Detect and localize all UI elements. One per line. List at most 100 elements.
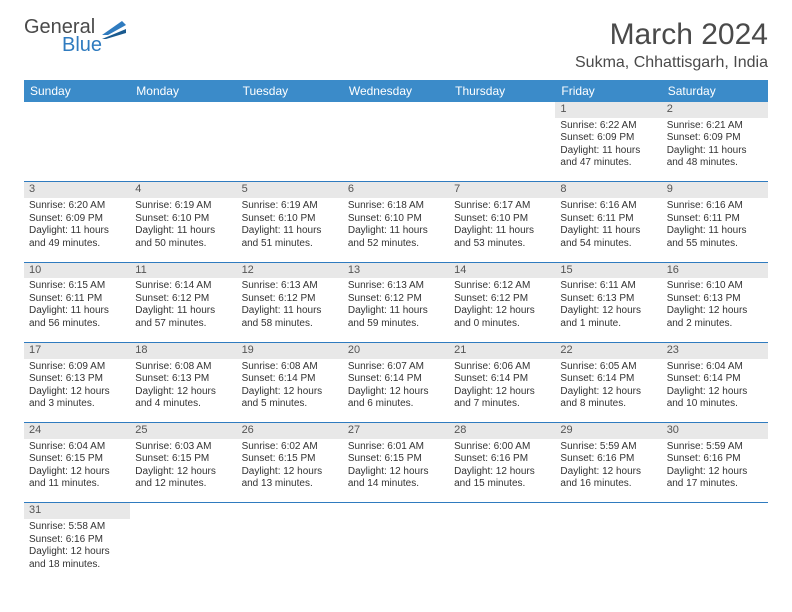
day-number-cell: 27: [343, 423, 449, 439]
sunset-line: Sunset: 6:12 PM: [348, 293, 444, 306]
day-header: Saturday: [662, 80, 768, 102]
day-number-cell: [343, 503, 449, 519]
month-title: March 2024: [575, 18, 768, 52]
day-header-row: SundayMondayTuesdayWednesdayThursdayFrid…: [24, 80, 768, 102]
day-number-cell: 17: [24, 342, 130, 358]
sunrise-line: Sunrise: 6:16 AM: [667, 200, 763, 213]
day-detail-cell: Sunrise: 6:08 AMSunset: 6:13 PMDaylight:…: [130, 359, 236, 423]
daylight-line: Daylight: 12 hours and 12 minutes.: [135, 466, 231, 491]
cell-content: Sunrise: 6:22 AMSunset: 6:09 PMDaylight:…: [560, 120, 656, 170]
cell-content: Sunrise: 6:10 AMSunset: 6:13 PMDaylight:…: [667, 280, 763, 330]
daylight-line: Daylight: 11 hours and 54 minutes.: [560, 225, 656, 250]
daylight-line: Daylight: 12 hours and 6 minutes.: [348, 386, 444, 411]
daylight-line: Daylight: 11 hours and 47 minutes.: [560, 145, 656, 170]
day-number-cell: [662, 503, 768, 519]
day-detail-cell: Sunrise: 6:13 AMSunset: 6:12 PMDaylight:…: [343, 278, 449, 342]
cell-content: Sunrise: 6:14 AMSunset: 6:12 PMDaylight:…: [135, 280, 231, 330]
day-number-cell: [343, 102, 449, 118]
cell-content: Sunrise: 6:02 AMSunset: 6:15 PMDaylight:…: [242, 441, 338, 491]
day-number-cell: 22: [555, 342, 661, 358]
sunrise-line: Sunrise: 6:18 AM: [348, 200, 444, 213]
sunset-line: Sunset: 6:15 PM: [242, 453, 338, 466]
day-detail-cell: Sunrise: 6:11 AMSunset: 6:13 PMDaylight:…: [555, 278, 661, 342]
sunset-line: Sunset: 6:13 PM: [667, 293, 763, 306]
sunrise-line: Sunrise: 6:20 AM: [29, 200, 125, 213]
day-number-cell: 31: [24, 503, 130, 519]
day-number-cell: [237, 102, 343, 118]
sunrise-line: Sunrise: 6:19 AM: [135, 200, 231, 213]
day-detail-cell: Sunrise: 6:07 AMSunset: 6:14 PMDaylight:…: [343, 359, 449, 423]
day-detail-cell: Sunrise: 6:02 AMSunset: 6:15 PMDaylight:…: [237, 439, 343, 503]
sunset-line: Sunset: 6:14 PM: [242, 373, 338, 386]
daylight-line: Daylight: 12 hours and 3 minutes.: [29, 386, 125, 411]
sunrise-line: Sunrise: 5:59 AM: [560, 441, 656, 454]
daylight-line: Daylight: 11 hours and 58 minutes.: [242, 305, 338, 330]
day-detail-cell: Sunrise: 6:17 AMSunset: 6:10 PMDaylight:…: [449, 198, 555, 262]
day-detail-cell: [343, 118, 449, 182]
day-detail-cell: [449, 118, 555, 182]
sunrise-line: Sunrise: 6:21 AM: [667, 120, 763, 133]
title-block: March 2024 Sukma, Chhattisgarh, India: [575, 18, 768, 72]
cell-content: Sunrise: 6:04 AMSunset: 6:15 PMDaylight:…: [29, 441, 125, 491]
daynum-row: 10111213141516: [24, 262, 768, 278]
day-header: Sunday: [24, 80, 130, 102]
day-number-cell: 7: [449, 182, 555, 198]
daylight-line: Daylight: 12 hours and 16 minutes.: [560, 466, 656, 491]
sunrise-line: Sunrise: 6:10 AM: [667, 280, 763, 293]
day-number-cell: 18: [130, 342, 236, 358]
cell-content: Sunrise: 5:59 AMSunset: 6:16 PMDaylight:…: [560, 441, 656, 491]
day-number-cell: 19: [237, 342, 343, 358]
cell-content: Sunrise: 5:59 AMSunset: 6:16 PMDaylight:…: [667, 441, 763, 491]
detail-row: Sunrise: 6:22 AMSunset: 6:09 PMDaylight:…: [24, 118, 768, 182]
cell-content: Sunrise: 6:19 AMSunset: 6:10 PMDaylight:…: [242, 200, 338, 250]
sunrise-line: Sunrise: 6:15 AM: [29, 280, 125, 293]
day-detail-cell: Sunrise: 6:14 AMSunset: 6:12 PMDaylight:…: [130, 278, 236, 342]
day-number-cell: 16: [662, 262, 768, 278]
day-number-cell: 20: [343, 342, 449, 358]
sunrise-line: Sunrise: 6:00 AM: [454, 441, 550, 454]
sunset-line: Sunset: 6:13 PM: [135, 373, 231, 386]
day-number-cell: 28: [449, 423, 555, 439]
day-number-cell: 13: [343, 262, 449, 278]
day-number-cell: 30: [662, 423, 768, 439]
day-number-cell: 23: [662, 342, 768, 358]
day-number-cell: 3: [24, 182, 130, 198]
page-header: General Blue March 2024 Sukma, Chhattisg…: [24, 18, 768, 72]
cell-content: Sunrise: 6:20 AMSunset: 6:09 PMDaylight:…: [29, 200, 125, 250]
sunset-line: Sunset: 6:12 PM: [242, 293, 338, 306]
day-number-cell: 8: [555, 182, 661, 198]
cell-content: Sunrise: 6:21 AMSunset: 6:09 PMDaylight:…: [667, 120, 763, 170]
sunset-line: Sunset: 6:14 PM: [454, 373, 550, 386]
cell-content: Sunrise: 6:13 AMSunset: 6:12 PMDaylight:…: [242, 280, 338, 330]
sunrise-line: Sunrise: 6:17 AM: [454, 200, 550, 213]
daylight-line: Daylight: 12 hours and 17 minutes.: [667, 466, 763, 491]
daylight-line: Daylight: 11 hours and 56 minutes.: [29, 305, 125, 330]
day-number-cell: 15: [555, 262, 661, 278]
sunrise-line: Sunrise: 5:59 AM: [667, 441, 763, 454]
daylight-line: Daylight: 11 hours and 59 minutes.: [348, 305, 444, 330]
daylight-line: Daylight: 12 hours and 15 minutes.: [454, 466, 550, 491]
daylight-line: Daylight: 11 hours and 50 minutes.: [135, 225, 231, 250]
cell-content: Sunrise: 6:00 AMSunset: 6:16 PMDaylight:…: [454, 441, 550, 491]
cell-content: Sunrise: 6:01 AMSunset: 6:15 PMDaylight:…: [348, 441, 444, 491]
day-number-cell: 9: [662, 182, 768, 198]
calendar-table: SundayMondayTuesdayWednesdayThursdayFrid…: [24, 80, 768, 583]
sunset-line: Sunset: 6:16 PM: [454, 453, 550, 466]
sunrise-line: Sunrise: 6:08 AM: [135, 361, 231, 374]
flag-icon: [102, 21, 126, 39]
daylight-line: Daylight: 12 hours and 2 minutes.: [667, 305, 763, 330]
cell-content: Sunrise: 6:07 AMSunset: 6:14 PMDaylight:…: [348, 361, 444, 411]
daylight-line: Daylight: 12 hours and 7 minutes.: [454, 386, 550, 411]
cell-content: Sunrise: 6:16 AMSunset: 6:11 PMDaylight:…: [667, 200, 763, 250]
cell-content: Sunrise: 6:08 AMSunset: 6:13 PMDaylight:…: [135, 361, 231, 411]
cell-content: Sunrise: 6:19 AMSunset: 6:10 PMDaylight:…: [135, 200, 231, 250]
cell-content: Sunrise: 6:18 AMSunset: 6:10 PMDaylight:…: [348, 200, 444, 250]
sunrise-line: Sunrise: 6:09 AM: [29, 361, 125, 374]
location: Sukma, Chhattisgarh, India: [575, 54, 768, 72]
sunset-line: Sunset: 6:14 PM: [667, 373, 763, 386]
daynum-row: 12: [24, 102, 768, 118]
day-detail-cell: [130, 118, 236, 182]
day-number-cell: [449, 102, 555, 118]
daylight-line: Daylight: 11 hours and 49 minutes.: [29, 225, 125, 250]
detail-row: Sunrise: 6:20 AMSunset: 6:09 PMDaylight:…: [24, 198, 768, 262]
